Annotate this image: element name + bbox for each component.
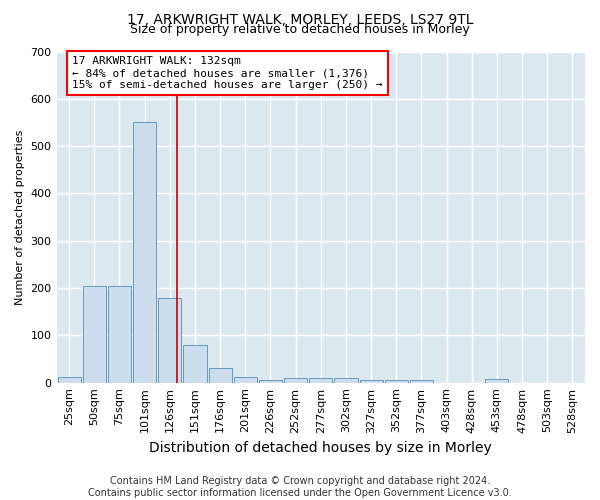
Bar — [334, 378, 358, 382]
Bar — [485, 380, 508, 382]
Bar — [209, 368, 232, 382]
Text: 17, ARKWRIGHT WALK, MORLEY, LEEDS, LS27 9TL: 17, ARKWRIGHT WALK, MORLEY, LEEDS, LS27 … — [127, 12, 473, 26]
Bar — [284, 378, 307, 382]
Y-axis label: Number of detached properties: Number of detached properties — [15, 130, 25, 305]
Bar — [234, 376, 257, 382]
Bar — [58, 377, 80, 382]
Bar — [385, 380, 408, 382]
Text: Size of property relative to detached houses in Morley: Size of property relative to detached ho… — [130, 22, 470, 36]
Text: 17 ARKWRIGHT WALK: 132sqm
← 84% of detached houses are smaller (1,376)
15% of se: 17 ARKWRIGHT WALK: 132sqm ← 84% of detac… — [73, 56, 383, 90]
Bar — [259, 380, 282, 382]
Bar — [83, 286, 106, 382]
Bar — [158, 298, 181, 382]
Bar — [309, 378, 332, 382]
Bar — [108, 286, 131, 382]
Bar — [133, 122, 156, 382]
Bar — [410, 380, 433, 382]
X-axis label: Distribution of detached houses by size in Morley: Distribution of detached houses by size … — [149, 441, 492, 455]
Bar — [359, 380, 383, 382]
Text: Contains HM Land Registry data © Crown copyright and database right 2024.
Contai: Contains HM Land Registry data © Crown c… — [88, 476, 512, 498]
Bar — [184, 345, 206, 383]
